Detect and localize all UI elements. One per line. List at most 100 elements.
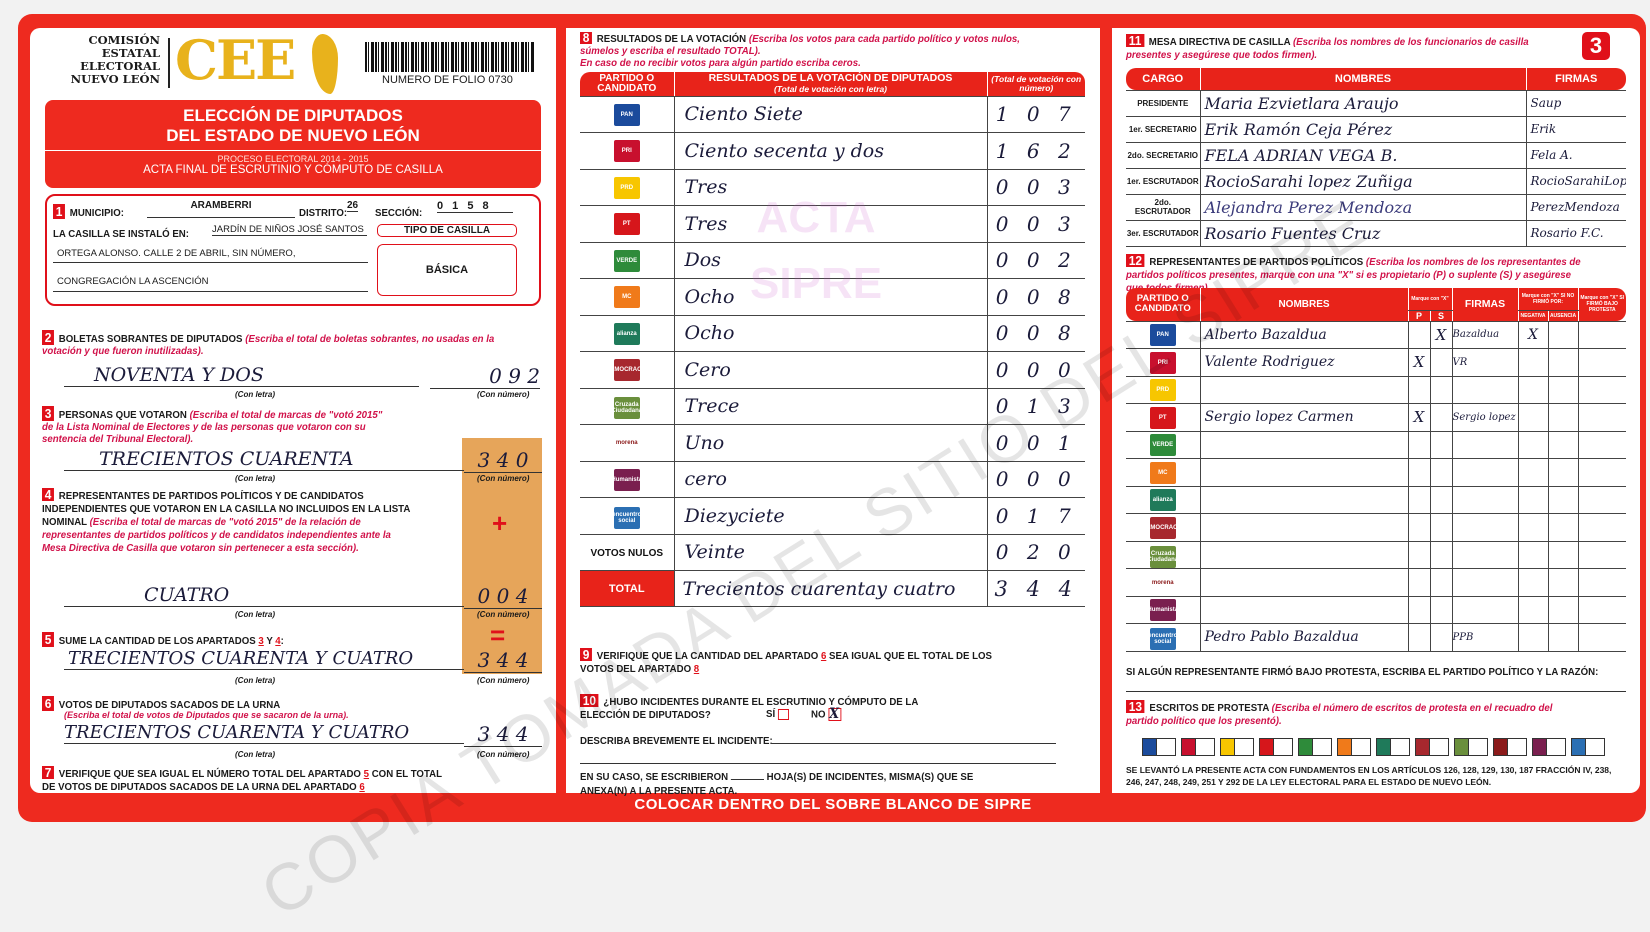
protest-count-box[interactable] <box>1313 739 1331 755</box>
representante-firma[interactable] <box>1451 431 1518 459</box>
funcionario-firma[interactable]: Erik <box>1525 116 1626 143</box>
votes-numero[interactable]: 1 6 2 <box>986 132 1085 170</box>
propietario-mark[interactable] <box>1407 431 1430 459</box>
negativa-mark[interactable] <box>1517 541 1548 569</box>
negativa-mark[interactable] <box>1517 431 1548 459</box>
representante-firma[interactable] <box>1451 541 1518 569</box>
representante-nombre[interactable] <box>1199 541 1408 569</box>
representante-nombre[interactable] <box>1199 376 1408 404</box>
protest-count-box[interactable] <box>1196 739 1214 755</box>
negativa-mark[interactable] <box>1517 458 1548 487</box>
suplente-mark[interactable] <box>1429 568 1452 597</box>
representante-firma[interactable]: Bazaldua <box>1451 321 1518 349</box>
votes-letra[interactable]: Tres <box>673 205 987 243</box>
suplente-mark[interactable] <box>1429 541 1452 569</box>
representante-nombre[interactable] <box>1199 513 1408 542</box>
propietario-mark[interactable]: X <box>1407 348 1430 377</box>
protesta-mark[interactable] <box>1577 403 1626 432</box>
representante-firma[interactable] <box>1451 376 1518 404</box>
negativa-mark[interactable]: X <box>1517 321 1548 349</box>
representante-nombre[interactable]: Alberto Bazaldua <box>1199 321 1408 349</box>
protest-count-box[interactable] <box>1508 739 1526 755</box>
ausencia-mark[interactable] <box>1547 568 1578 597</box>
votes-letra[interactable]: Ciento Siete <box>673 96 987 133</box>
votes-letra[interactable]: Cero <box>673 351 987 389</box>
suplente-mark[interactable] <box>1429 431 1452 459</box>
votes-numero[interactable]: 0 0 0 <box>986 461 1085 498</box>
representante-nombre[interactable] <box>1199 431 1408 459</box>
ausencia-mark[interactable] <box>1547 403 1578 432</box>
votes-letra[interactable]: Veinte <box>673 534 987 571</box>
suplente-mark[interactable] <box>1429 403 1452 432</box>
representante-firma[interactable] <box>1451 458 1518 487</box>
representante-firma[interactable]: VR <box>1451 348 1518 377</box>
votes-numero[interactable]: 0 0 8 <box>986 315 1085 352</box>
protesta-mark[interactable] <box>1577 431 1626 459</box>
negativa-mark[interactable] <box>1517 513 1548 542</box>
propietario-mark[interactable] <box>1407 321 1430 349</box>
representante-nombre[interactable] <box>1199 458 1408 487</box>
ausencia-mark[interactable] <box>1547 513 1578 542</box>
protesta-mark[interactable] <box>1577 513 1626 542</box>
negativa-mark[interactable] <box>1517 348 1548 377</box>
representante-firma[interactable] <box>1451 513 1518 542</box>
protesta-line[interactable] <box>1126 678 1626 692</box>
votes-letra[interactable]: Tres <box>673 169 987 206</box>
votes-letra[interactable]: Ciento secenta y dos <box>673 132 987 170</box>
funcionario-firma[interactable]: Saup <box>1525 90 1626 117</box>
funcionario-firma[interactable]: RocioSarahiLopez <box>1525 168 1626 195</box>
representante-firma[interactable]: PPB <box>1451 623 1518 652</box>
protest-count-box[interactable] <box>1430 739 1448 755</box>
funcionario-nombre[interactable]: Erik Ramón Ceja Pérez <box>1199 116 1526 143</box>
votes-numero[interactable]: 1 0 7 <box>986 96 1085 133</box>
suplente-mark[interactable] <box>1429 458 1452 487</box>
ausencia-mark[interactable] <box>1547 321 1578 349</box>
votes-numero[interactable]: 0 0 0 <box>986 351 1085 389</box>
ausencia-mark[interactable] <box>1547 596 1578 624</box>
protest-count-box[interactable] <box>1586 739 1604 755</box>
protesta-mark[interactable] <box>1577 376 1626 404</box>
ausencia-mark[interactable] <box>1547 376 1578 404</box>
incidentes-si[interactable]: SÍ <box>766 708 789 720</box>
votes-numero[interactable]: 0 0 3 <box>986 169 1085 206</box>
funcionario-nombre[interactable]: FELA ADRIAN VEGA B. <box>1199 142 1526 169</box>
protest-count-box[interactable] <box>1547 739 1565 755</box>
funcionario-nombre[interactable]: RocioSarahi lopez Zuñiga <box>1199 168 1526 195</box>
funcionario-nombre[interactable]: Rosario Fuentes Cruz <box>1199 220 1526 247</box>
suplente-mark[interactable] <box>1429 486 1452 514</box>
protest-count-box[interactable] <box>1235 739 1253 755</box>
funcionario-firma[interactable]: Rosario F.C. <box>1525 220 1626 247</box>
protest-count-box[interactable] <box>1274 739 1292 755</box>
ausencia-mark[interactable] <box>1547 348 1578 377</box>
funcionario-firma[interactable]: Fela A. <box>1525 142 1626 169</box>
ausencia-mark[interactable] <box>1547 458 1578 487</box>
protesta-mark[interactable] <box>1577 458 1626 487</box>
negativa-mark[interactable] <box>1517 568 1548 597</box>
votes-numero[interactable]: 0 0 8 <box>986 278 1085 316</box>
suplente-mark[interactable] <box>1429 623 1452 652</box>
representante-nombre[interactable]: Sergio lopez Carmen <box>1199 403 1408 432</box>
votes-letra[interactable]: Trece <box>673 388 987 425</box>
votes-numero[interactable]: 0 0 2 <box>986 242 1085 279</box>
representante-nombre[interactable] <box>1199 486 1408 514</box>
protesta-mark[interactable] <box>1577 486 1626 514</box>
votes-letra[interactable]: Diezyciete <box>673 497 987 535</box>
representante-firma[interactable] <box>1451 486 1518 514</box>
propietario-mark[interactable] <box>1407 376 1430 404</box>
votes-numero[interactable]: 0 1 7 <box>986 497 1085 535</box>
incident-line-2[interactable] <box>580 754 1056 764</box>
protesta-mark[interactable] <box>1577 321 1626 349</box>
si-checkbox[interactable] <box>777 708 789 720</box>
protesta-mark[interactable] <box>1577 596 1626 624</box>
representante-nombre[interactable] <box>1199 596 1408 624</box>
suplente-mark[interactable] <box>1429 596 1452 624</box>
propietario-mark[interactable] <box>1407 486 1430 514</box>
votes-letra[interactable]: Uno <box>673 424 987 462</box>
propietario-mark[interactable] <box>1407 623 1430 652</box>
funcionario-firma[interactable]: PerezMendoza <box>1525 194 1626 221</box>
representante-firma[interactable] <box>1451 568 1518 597</box>
protest-count-box[interactable] <box>1469 739 1487 755</box>
protesta-mark[interactable] <box>1577 541 1626 569</box>
propietario-mark[interactable] <box>1407 513 1430 542</box>
propietario-mark[interactable] <box>1407 541 1430 569</box>
